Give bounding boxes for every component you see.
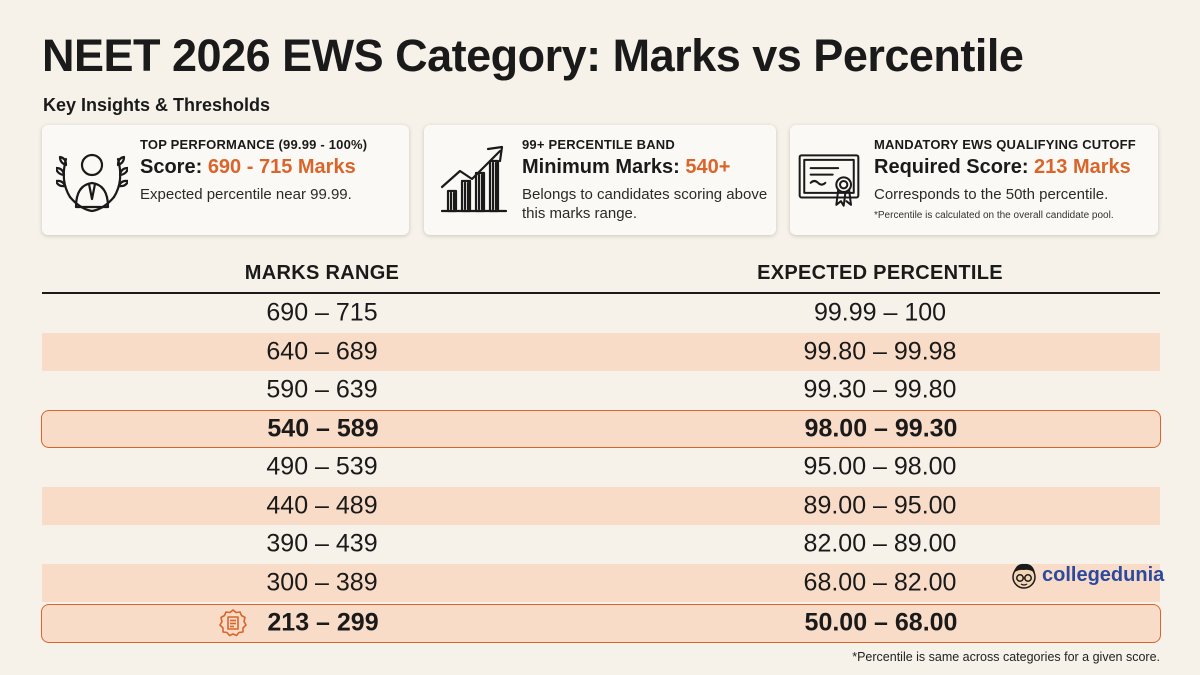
marks-cell: 590 – 639 <box>266 375 378 404</box>
card-description: Corresponds to the 50th percentile. <box>874 186 1109 203</box>
percentile-cell: 98.00 – 99.30 <box>804 414 958 443</box>
percentile-cell: 99.30 – 99.80 <box>803 375 957 404</box>
column-header-percentile: EXPECTED PERCENTILE <box>757 262 1003 284</box>
card-label: TOP PERFORMANCE (99.99 - 100%) <box>140 137 368 152</box>
marks-percentile-table: MARKS RANGE EXPECTED PERCENTILE 690 – 71… <box>41 258 1161 643</box>
collegedunia-mascot-icon <box>1012 563 1036 589</box>
marks-cell: 440 – 489 <box>266 491 378 520</box>
card-value: Score: 690 - 715 Marks <box>140 156 356 178</box>
table-row: 690 – 715 99.99 – 100 <box>42 294 1160 333</box>
card-note: *Percentile is calculated on the overall… <box>874 210 1114 221</box>
insight-card-99-percentile: 99+ PERCENTILE BAND Minimum Marks: 540+ … <box>424 125 776 235</box>
page-title: NEET 2026 EWS Category: Marks vs Percent… <box>42 30 1024 81</box>
percentile-cell: 82.00 – 89.00 <box>803 529 957 558</box>
certificate-icon <box>798 154 860 207</box>
table-row: 300 – 389 68.00 – 82.00 <box>42 563 1160 602</box>
percentile-cell: 95.00 – 98.00 <box>803 452 957 481</box>
collegedunia-logo: collegedunia <box>1008 560 1178 592</box>
marks-cell: 640 – 689 <box>266 337 378 366</box>
card-description: Expected percentile near 99.99. <box>140 186 352 203</box>
marks-cell: 213 – 299 <box>267 608 379 637</box>
card-label: 99+ PERCENTILE BAND <box>522 137 675 152</box>
card-description: Belongs to candidates scoring above this… <box>522 186 768 222</box>
marks-cell: 300 – 389 <box>266 568 378 597</box>
card-label: MANDATORY EWS QUALIFYING CUTOFF <box>874 137 1136 152</box>
footnote: *Percentile is same across categories fo… <box>852 650 1160 664</box>
marks-cell: 490 – 539 <box>266 452 378 481</box>
column-header-marks: MARKS RANGE <box>244 262 400 284</box>
page-subtitle: Key Insights & Thresholds <box>43 95 271 115</box>
insight-card-top-performance: TOP PERFORMANCE (99.99 - 100%) Score: 69… <box>42 125 409 235</box>
table-row-highlighted: 540 – 589 98.00 – 99.30 <box>41 409 1161 448</box>
marks-cell: 390 – 439 <box>266 529 378 558</box>
graduate-laurel-icon <box>56 153 128 213</box>
percentile-cell: 99.99 – 100 <box>813 298 947 327</box>
growth-chart-icon <box>440 145 508 213</box>
table-row: 390 – 439 82.00 – 89.00 <box>42 525 1160 564</box>
percentile-cell: 99.80 – 99.98 <box>803 337 957 366</box>
card-value: Minimum Marks: 540+ <box>522 156 731 178</box>
table-row: 590 – 639 99.30 – 99.80 <box>42 371 1160 410</box>
percentile-cell: 50.00 – 68.00 <box>804 608 958 637</box>
percentile-cell: 89.00 – 95.00 <box>803 491 957 520</box>
logo-text: collegedunia <box>1042 564 1165 586</box>
table-row: 640 – 689 99.80 – 99.98 <box>42 332 1160 371</box>
marks-cell: 690 – 715 <box>266 298 378 327</box>
insight-card-qualifying-cutoff: MANDATORY EWS QUALIFYING CUTOFF Required… <box>790 125 1158 235</box>
percentile-cell: 68.00 – 82.00 <box>803 568 957 597</box>
card-value: Required Score: 213 Marks <box>874 156 1131 178</box>
table-row: 440 – 489 89.00 – 95.00 <box>42 486 1160 525</box>
table-row-highlighted: 213 – 299 50.00 – 68.00 <box>41 604 1161 643</box>
table-header: MARKS RANGE EXPECTED PERCENTILE <box>42 258 1160 294</box>
marks-cell: 540 – 589 <box>267 414 379 443</box>
certificate-badge-icon <box>219 609 247 637</box>
table-row: 490 – 539 95.00 – 98.00 <box>42 448 1160 487</box>
